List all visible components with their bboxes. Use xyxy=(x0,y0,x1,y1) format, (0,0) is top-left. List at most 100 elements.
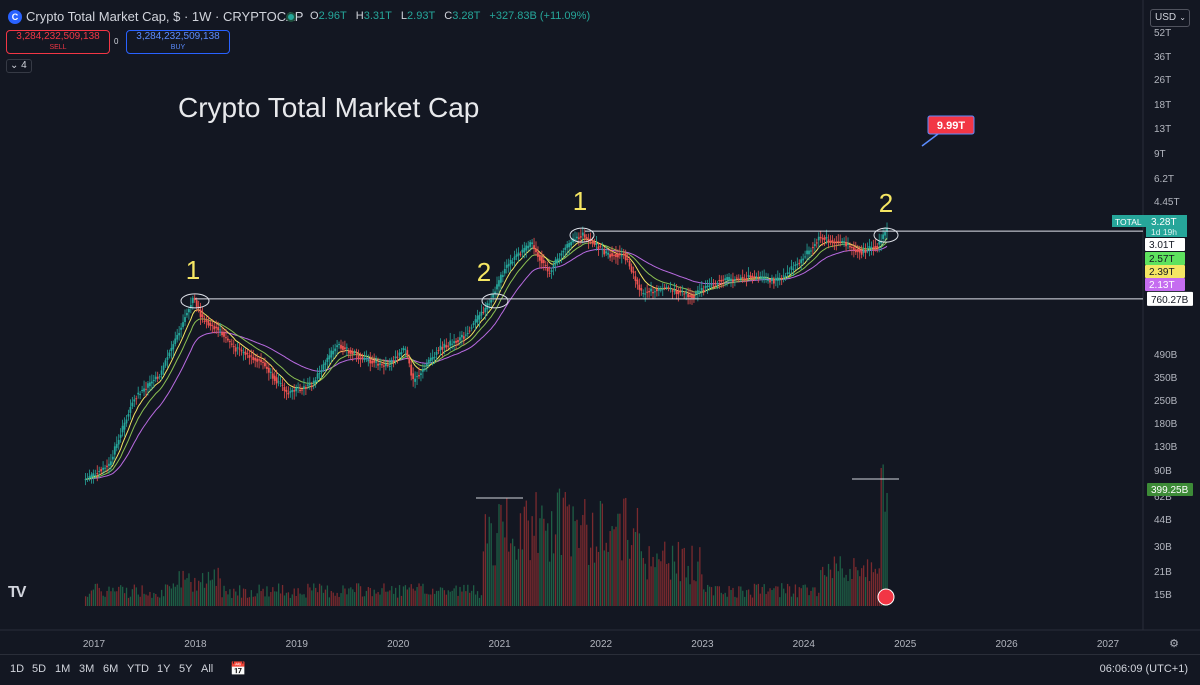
candle-body xyxy=(287,392,290,395)
candle-body xyxy=(215,326,218,329)
volume-bar xyxy=(757,583,759,606)
volume-bar xyxy=(406,589,408,606)
range-1d[interactable]: 1D xyxy=(10,663,25,675)
range-ytd[interactable]: YTD xyxy=(127,663,149,675)
volume-bar xyxy=(593,562,596,606)
volume-bar xyxy=(794,584,797,606)
highlight-circle xyxy=(180,293,210,309)
symbol-title[interactable]: Crypto Total Market Cap, $ · 1W · CRYPTO… xyxy=(26,9,304,24)
volume-bar xyxy=(221,597,223,606)
volume-bar xyxy=(229,589,231,606)
candle-body xyxy=(207,320,210,326)
range-all[interactable]: All xyxy=(201,663,214,675)
range-3m[interactable]: 3M xyxy=(79,663,95,675)
candle-body xyxy=(630,266,633,272)
volume-bar xyxy=(467,584,469,606)
candle-body xyxy=(501,275,504,278)
volume-bar xyxy=(336,592,338,606)
volume-bar xyxy=(816,596,818,606)
indicators-toggle[interactable]: ⌄ 4 xyxy=(6,59,32,73)
y-tick-label: 36T xyxy=(1154,52,1171,63)
settings-gear-icon: ⚙ xyxy=(1169,638,1179,650)
volume-bar xyxy=(178,571,180,606)
y-tick-label: 180B xyxy=(1154,419,1178,430)
volume-bar xyxy=(147,595,149,606)
candle-body xyxy=(564,247,567,250)
target-arrow xyxy=(921,133,939,147)
volume-bar xyxy=(469,592,471,606)
volume-bar xyxy=(211,579,213,606)
candle-body xyxy=(864,249,867,253)
volume-bar xyxy=(459,586,461,606)
candle-body xyxy=(133,399,136,402)
candle-body xyxy=(338,344,340,346)
candle-body xyxy=(392,361,395,363)
volume-bar xyxy=(699,547,701,606)
market-status-icon[interactable] xyxy=(286,12,296,22)
ohlc-readout: O2.96T H3.31T L2.93T C3.28T +327.83B (+1… xyxy=(310,10,596,22)
volume-bar xyxy=(658,559,660,606)
candle-body xyxy=(860,251,863,255)
goto-date-icon[interactable]: 📅 xyxy=(230,661,247,676)
volume-bar xyxy=(242,588,245,606)
volume-bar xyxy=(855,566,857,606)
candle-body xyxy=(464,334,467,336)
range-1y[interactable]: 1Y xyxy=(157,663,171,675)
volume-bar xyxy=(822,566,824,606)
volume-bar xyxy=(765,594,767,606)
volume-bar xyxy=(449,591,451,606)
buy-button[interactable]: 3,284,232,509,138 BUY xyxy=(126,30,230,54)
range-1m[interactable]: 1M xyxy=(55,663,71,675)
volume-bar xyxy=(266,586,268,606)
volume-bar xyxy=(669,579,672,606)
candle-body xyxy=(663,287,666,289)
volume-bar xyxy=(482,551,485,606)
candle-body xyxy=(172,344,175,350)
candle-body xyxy=(396,356,399,358)
close-value: 3.28T xyxy=(452,10,481,22)
y-tick-label: 52T xyxy=(1154,28,1171,39)
candle-body xyxy=(870,247,873,249)
volume-bar xyxy=(808,595,810,606)
range-6m[interactable]: 6M xyxy=(103,663,119,675)
candle-body xyxy=(398,352,401,356)
candle-body xyxy=(291,390,294,393)
candle-body xyxy=(260,359,262,363)
candle-body xyxy=(152,379,155,381)
candle-body xyxy=(523,247,526,253)
volume-bar xyxy=(508,551,510,606)
volume-bar xyxy=(617,513,619,606)
currency-select[interactable]: USD ⌄ xyxy=(1150,9,1190,27)
candle-body xyxy=(174,338,177,345)
volume-bar xyxy=(679,581,681,606)
candle-body xyxy=(199,309,202,318)
candle-body xyxy=(730,278,732,281)
volume-bar xyxy=(149,591,151,606)
volume-bar xyxy=(671,545,674,606)
volume-bar xyxy=(141,585,143,606)
candle-body xyxy=(681,291,684,293)
candle-body xyxy=(554,259,557,265)
volume-bar xyxy=(174,586,176,606)
volume-bar xyxy=(205,583,208,606)
candle-body xyxy=(858,249,861,253)
open-label: O xyxy=(310,10,319,22)
volume-bar xyxy=(660,561,662,606)
volume-bar xyxy=(168,586,171,606)
range-5d[interactable]: 5D xyxy=(32,663,47,675)
volume-bar xyxy=(104,596,106,606)
candle-body xyxy=(568,243,571,248)
volume-bar xyxy=(562,497,564,606)
sell-button[interactable]: 3,284,232,509,138 SELL xyxy=(6,30,110,54)
candle-body xyxy=(156,376,159,379)
price-chart[interactable]: 52T36T26T18T13T9T6.2T4.45T1.05T490B350B2… xyxy=(0,0,1200,654)
tradingview-logo[interactable]: TV xyxy=(8,584,27,601)
ema-mid-line xyxy=(85,241,888,480)
range-5y[interactable]: 5Y xyxy=(179,663,193,675)
volume-bar xyxy=(143,593,145,606)
candle-body xyxy=(566,244,569,248)
candle-body xyxy=(390,360,393,364)
candle-body xyxy=(634,276,637,281)
volume-bar xyxy=(352,589,354,606)
y-tick-label: 21B xyxy=(1154,567,1172,578)
